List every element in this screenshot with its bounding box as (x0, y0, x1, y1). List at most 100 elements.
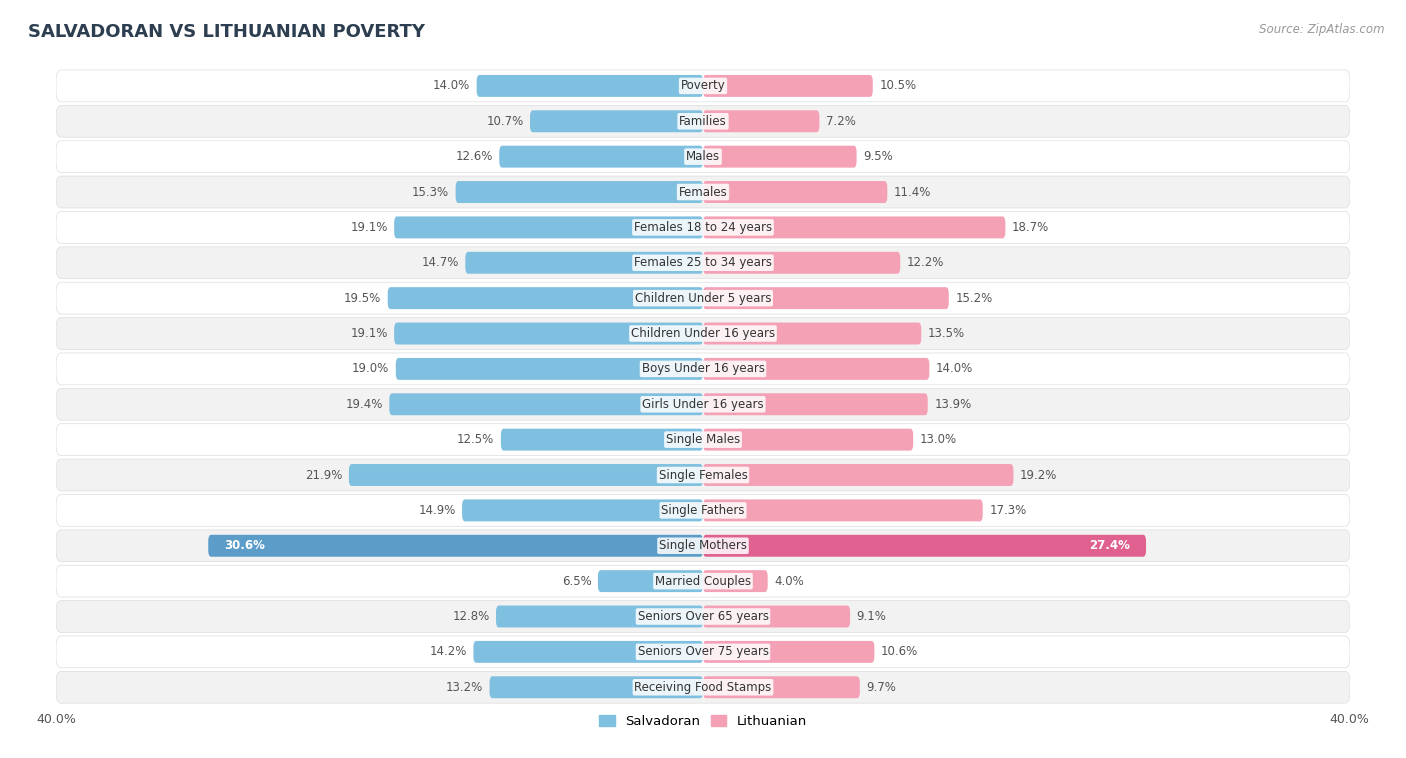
Text: Single Females: Single Females (658, 468, 748, 481)
FancyBboxPatch shape (477, 75, 703, 97)
Text: 17.3%: 17.3% (990, 504, 1026, 517)
Text: Children Under 16 years: Children Under 16 years (631, 327, 775, 340)
FancyBboxPatch shape (56, 211, 1350, 243)
FancyBboxPatch shape (703, 535, 1146, 556)
FancyBboxPatch shape (56, 636, 1350, 668)
Text: 12.6%: 12.6% (456, 150, 494, 163)
Text: Single Males: Single Males (666, 433, 740, 446)
FancyBboxPatch shape (56, 141, 1350, 173)
Text: 14.0%: 14.0% (433, 80, 470, 92)
Text: 19.4%: 19.4% (346, 398, 382, 411)
FancyBboxPatch shape (56, 70, 1350, 102)
Text: Source: ZipAtlas.com: Source: ZipAtlas.com (1260, 23, 1385, 36)
FancyBboxPatch shape (56, 353, 1350, 385)
Text: Single Fathers: Single Fathers (661, 504, 745, 517)
Text: 19.1%: 19.1% (350, 327, 388, 340)
FancyBboxPatch shape (530, 111, 703, 132)
Text: 9.5%: 9.5% (863, 150, 893, 163)
Text: 19.2%: 19.2% (1019, 468, 1057, 481)
Text: Seniors Over 65 years: Seniors Over 65 years (637, 610, 769, 623)
FancyBboxPatch shape (703, 287, 949, 309)
FancyBboxPatch shape (474, 641, 703, 662)
Text: 13.0%: 13.0% (920, 433, 957, 446)
Text: Males: Males (686, 150, 720, 163)
FancyBboxPatch shape (703, 146, 856, 168)
FancyBboxPatch shape (703, 606, 851, 628)
FancyBboxPatch shape (394, 217, 703, 238)
FancyBboxPatch shape (396, 358, 703, 380)
FancyBboxPatch shape (703, 429, 914, 450)
FancyBboxPatch shape (703, 323, 921, 344)
Text: Seniors Over 75 years: Seniors Over 75 years (637, 645, 769, 659)
Text: Boys Under 16 years: Boys Under 16 years (641, 362, 765, 375)
Text: 14.0%: 14.0% (936, 362, 973, 375)
FancyBboxPatch shape (56, 388, 1350, 420)
Text: Girls Under 16 years: Girls Under 16 years (643, 398, 763, 411)
FancyBboxPatch shape (56, 282, 1350, 314)
Text: 15.3%: 15.3% (412, 186, 449, 199)
FancyBboxPatch shape (56, 565, 1350, 597)
FancyBboxPatch shape (56, 672, 1350, 703)
Text: 15.2%: 15.2% (955, 292, 993, 305)
Text: 9.1%: 9.1% (856, 610, 886, 623)
Text: 13.5%: 13.5% (928, 327, 965, 340)
Text: 11.4%: 11.4% (894, 186, 931, 199)
Text: 4.0%: 4.0% (775, 575, 804, 587)
Text: 9.7%: 9.7% (866, 681, 896, 694)
Text: Females 25 to 34 years: Females 25 to 34 years (634, 256, 772, 269)
FancyBboxPatch shape (56, 247, 1350, 279)
Text: 14.9%: 14.9% (418, 504, 456, 517)
Text: 6.5%: 6.5% (561, 575, 592, 587)
Text: 27.4%: 27.4% (1090, 539, 1130, 553)
FancyBboxPatch shape (703, 111, 820, 132)
Text: 12.5%: 12.5% (457, 433, 495, 446)
Text: 10.5%: 10.5% (879, 80, 917, 92)
FancyBboxPatch shape (703, 358, 929, 380)
Text: Families: Families (679, 114, 727, 128)
FancyBboxPatch shape (703, 75, 873, 97)
FancyBboxPatch shape (501, 429, 703, 450)
FancyBboxPatch shape (56, 176, 1350, 208)
Text: 10.6%: 10.6% (880, 645, 918, 659)
Text: 12.2%: 12.2% (907, 256, 943, 269)
FancyBboxPatch shape (598, 570, 703, 592)
Text: 13.9%: 13.9% (934, 398, 972, 411)
FancyBboxPatch shape (56, 494, 1350, 526)
FancyBboxPatch shape (499, 146, 703, 168)
FancyBboxPatch shape (496, 606, 703, 628)
Text: 21.9%: 21.9% (305, 468, 343, 481)
Text: 30.6%: 30.6% (225, 539, 266, 553)
Text: 12.8%: 12.8% (453, 610, 489, 623)
Text: Children Under 5 years: Children Under 5 years (634, 292, 772, 305)
FancyBboxPatch shape (56, 424, 1350, 456)
FancyBboxPatch shape (703, 570, 768, 592)
FancyBboxPatch shape (56, 600, 1350, 632)
FancyBboxPatch shape (56, 530, 1350, 562)
Text: SALVADORAN VS LITHUANIAN POVERTY: SALVADORAN VS LITHUANIAN POVERTY (28, 23, 425, 41)
Text: 7.2%: 7.2% (825, 114, 856, 128)
FancyBboxPatch shape (703, 464, 1014, 486)
FancyBboxPatch shape (703, 676, 860, 698)
FancyBboxPatch shape (394, 323, 703, 344)
FancyBboxPatch shape (56, 459, 1350, 491)
FancyBboxPatch shape (56, 318, 1350, 349)
Text: Females: Females (679, 186, 727, 199)
Text: 14.7%: 14.7% (422, 256, 458, 269)
FancyBboxPatch shape (463, 500, 703, 522)
FancyBboxPatch shape (56, 105, 1350, 137)
Text: 13.2%: 13.2% (446, 681, 484, 694)
FancyBboxPatch shape (703, 181, 887, 203)
FancyBboxPatch shape (703, 217, 1005, 238)
FancyBboxPatch shape (703, 641, 875, 662)
Text: 14.2%: 14.2% (430, 645, 467, 659)
FancyBboxPatch shape (456, 181, 703, 203)
FancyBboxPatch shape (703, 252, 900, 274)
FancyBboxPatch shape (703, 500, 983, 522)
Text: 18.7%: 18.7% (1012, 221, 1049, 234)
FancyBboxPatch shape (208, 535, 703, 556)
Text: Females 18 to 24 years: Females 18 to 24 years (634, 221, 772, 234)
FancyBboxPatch shape (388, 287, 703, 309)
Legend: Salvadoran, Lithuanian: Salvadoran, Lithuanian (593, 709, 813, 733)
Text: 19.1%: 19.1% (350, 221, 388, 234)
FancyBboxPatch shape (389, 393, 703, 415)
